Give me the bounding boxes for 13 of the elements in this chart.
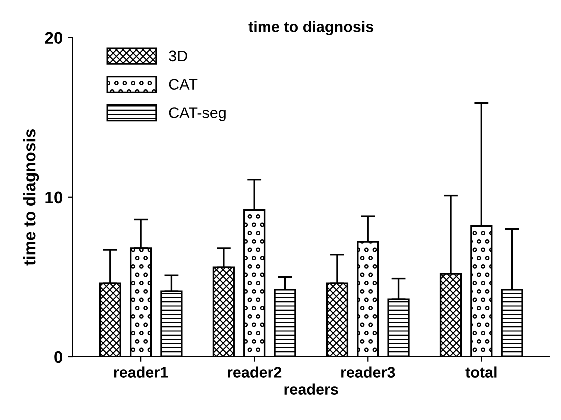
x-tick-label: reader1 bbox=[114, 366, 168, 378]
y-tick-label: 0 bbox=[54, 351, 63, 364]
x-tick-label: reader2 bbox=[228, 366, 282, 378]
x-axis-title: readers bbox=[284, 384, 338, 395]
x-tick-label: reader3 bbox=[342, 366, 396, 378]
x-tick-label: total bbox=[466, 366, 497, 378]
y-axis-title: time to diagnosis bbox=[24, 130, 40, 266]
y-tick-label: 20 bbox=[45, 32, 63, 44]
y-tick-label: 10 bbox=[46, 192, 63, 204]
legend-label: CAT-seg bbox=[169, 108, 226, 122]
chart-title: time to diagnosis bbox=[248, 21, 374, 36]
legend-label: 3D bbox=[169, 50, 188, 62]
legend-label: CAT bbox=[169, 79, 198, 90]
